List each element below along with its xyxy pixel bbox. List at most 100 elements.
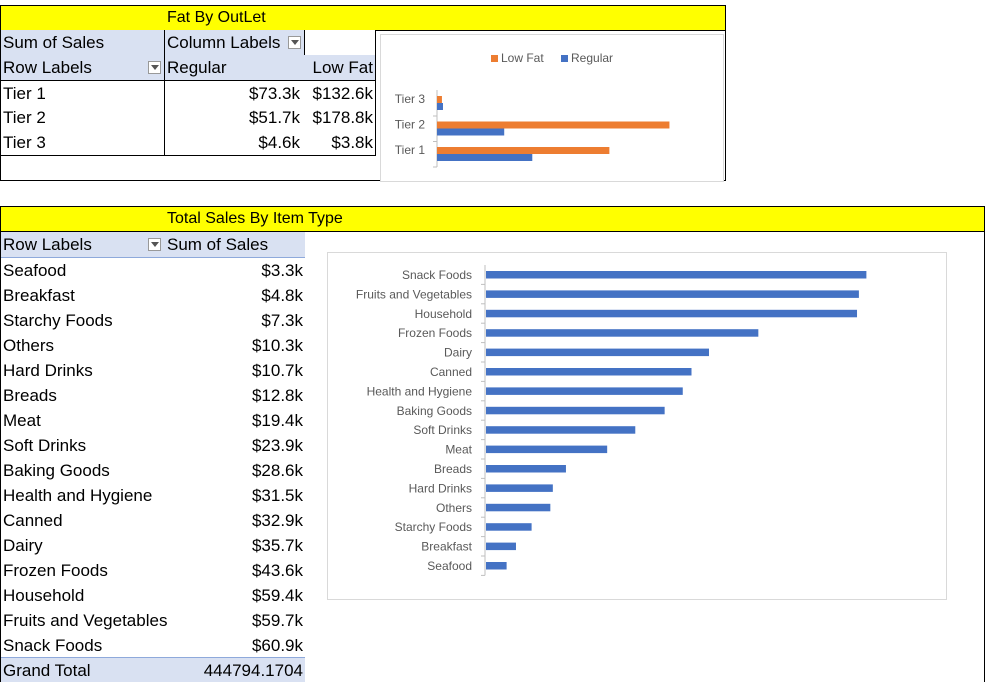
column-labels-filter-dropdown[interactable] — [288, 36, 301, 49]
chart2-bar-dairy — [486, 348, 709, 357]
sales-by-item-type-chart-svg: Snack Foods Fruits and Vegetables Househol… — [356, 265, 867, 576]
chart1-tick-tier-1: Tier 1 — [395, 143, 426, 157]
regular-col-header: Regular — [165, 55, 244, 80]
chart2-tick-baking-goods: Baking Goods — [397, 404, 472, 418]
chart1-bar-tier-2-regular — [437, 128, 505, 136]
chart2-tick-starchy-foods: Starchy Foods — [395, 520, 472, 534]
item-row-label-baking-goods: Baking Goods — [3, 461, 110, 480]
chart2-tick-health-and-hygiene: Health and Hygiene — [367, 384, 473, 398]
tier-2-low-fat: $178.8k — [312, 108, 374, 127]
row-labels-filter-dropdown[interactable] — [148, 61, 161, 74]
item-row-label-meat: Meat — [3, 411, 41, 430]
item-row-label-household: Household — [3, 586, 85, 605]
item-row-value-others: $10.3k — [251, 336, 303, 355]
item-row-value-meat: $19.4k — [251, 411, 303, 430]
fat-by-tier-chart[interactable]: Low Fat Regular Tier 3 Tier 2 Tier 1 — [380, 34, 724, 182]
fat-pivot-table: Sum of Sales Column Labels Row Labels Re… — [1, 30, 376, 180]
chart2-tick-canned: Canned — [430, 365, 472, 379]
chart2-tick-household: Household — [415, 307, 472, 321]
item-row-value-starchy-foods: $7.3k — [261, 311, 303, 330]
grand-total-value: 444794.1704 — [165, 657, 305, 682]
tier-1-regular: $73.3k — [248, 84, 300, 103]
sum-of-sales-header: Sum of Sales — [165, 232, 305, 257]
fat-panel-title-bar: Fat By OutLet — [1, 6, 725, 31]
column-labels-text: Column Labels — [167, 33, 281, 52]
chart2-tick-breakfast: Breakfast — [421, 540, 472, 554]
chart2-bar-hard-drinks — [486, 484, 553, 492]
fat-by-outlet-panel: Fat By OutLet Sum of Sales Column Labels… — [0, 5, 726, 182]
item-row-value-snack-foods: $60.9k — [251, 636, 303, 655]
tier-1-low-fat: $132.6k — [312, 84, 374, 103]
item-row-value-breads: $12.8k — [251, 386, 303, 405]
item-row-labels-text: Row Labels — [3, 235, 92, 254]
column-labels-header: Column Labels — [165, 30, 304, 55]
item-pivot-table: Row Labels Sum of Sales Grand Total 4447… — [1, 232, 305, 683]
item-row-labels-header: Row Labels — [1, 232, 165, 257]
chart2-bar-snack-foods — [486, 271, 867, 279]
chart2-tick-meat: Meat — [445, 443, 472, 457]
tier-3-low-fat: $3.8k — [331, 133, 373, 152]
fat-panel-title: Fat By OutLet — [167, 9, 266, 26]
item-row-label-health-and-hygiene: Health and Hygiene — [3, 486, 153, 505]
chart2-tick-fruits-and-vegetables: Fruits and Vegetables — [356, 287, 472, 301]
chart2-tick-seafood: Seafood — [427, 559, 472, 573]
chart2-bar-frozen-foods — [486, 329, 759, 337]
chart2-bar-fruits-and-vegetables — [486, 290, 859, 298]
chart2-bar-others — [486, 503, 551, 512]
grand-total-label: Grand Total — [1, 657, 165, 682]
chart2-bar-seafood — [486, 562, 507, 570]
item-row-label-breakfast: Breakfast — [3, 286, 75, 305]
item-row-value-seafood: $3.3k — [261, 261, 303, 280]
legend-label-low-fat: Low Fat — [501, 51, 544, 65]
item-row-value-soft-drinks: $23.9k — [251, 436, 303, 455]
chart2-bar-household — [486, 309, 858, 318]
item-row-label-soft-drinks: Soft Drinks — [3, 436, 87, 455]
item-row-value-health-and-hygiene: $31.5k — [251, 486, 303, 505]
item-row-label-breads: Breads — [3, 386, 57, 405]
chart2-bar-meat — [486, 445, 608, 454]
fat-by-tier-chart-svg: Low Fat Regular Tier 3 Tier 2 Tier 1 — [395, 51, 670, 168]
item-row-value-frozen-foods: $43.6k — [251, 561, 303, 580]
tier-3-regular: $4.6k — [258, 133, 300, 152]
chart2-bar-baking-goods — [486, 406, 665, 415]
chart1-tick-tier-3: Tier 3 — [395, 92, 426, 106]
legend-swatch-regular — [561, 55, 568, 62]
item-row-value-fruits-and-vegetables: $59.7k — [251, 611, 303, 630]
item-row-value-baking-goods: $28.6k — [251, 461, 303, 480]
chart1-tick-tier-2: Tier 2 — [395, 118, 426, 132]
item-row-label-starchy-foods: Starchy Foods — [3, 311, 113, 330]
chart2-tick-others: Others — [436, 501, 472, 515]
tier-1-label: Tier 1 — [3, 84, 46, 103]
item-row-label-frozen-foods: Frozen Foods — [3, 561, 108, 580]
sales-by-item-type-panel: Total Sales By Item Type Row Labels Sum … — [0, 206, 985, 682]
chart2-tick-breads: Breads — [434, 462, 472, 476]
tier-2-label: Tier 2 — [3, 108, 46, 127]
legend-swatch-low-fat — [491, 55, 498, 62]
item-row-value-household: $59.4k — [251, 586, 303, 605]
item-row-value-hard-drinks: $10.7k — [251, 361, 303, 380]
chart1-bar-tier-3-low-fat — [437, 96, 442, 103]
tier-3-label: Tier 3 — [3, 133, 46, 152]
item-panel-title: Total Sales By Item Type — [167, 210, 343, 227]
chart2-bar-starchy-foods — [486, 523, 532, 531]
low-fat-col-header: Low Fat — [244, 55, 375, 80]
item-row-value-canned: $32.9k — [251, 511, 303, 530]
chart1-bar-tier-2-low-fat — [437, 121, 670, 129]
chart2-bar-canned — [486, 368, 692, 376]
chart2-bar-health-and-hygiene — [486, 387, 683, 395]
chart2-bar-breakfast — [486, 542, 516, 551]
chart2-tick-hard-drinks: Hard Drinks — [409, 481, 472, 495]
tier-2-regular: $51.7k — [248, 108, 300, 127]
item-row-label-snack-foods: Snack Foods — [3, 636, 103, 655]
chart2-tick-frozen-foods: Frozen Foods — [398, 326, 472, 340]
item-row-label-others: Others — [3, 336, 55, 355]
legend-label-regular: Regular — [571, 51, 613, 65]
item-row-label-hard-drinks: Hard Drinks — [3, 361, 93, 380]
chart1-bar-tier-1-low-fat — [437, 147, 610, 154]
row-labels-header: Row Labels — [1, 55, 164, 80]
item-row-labels-sort-dropdown[interactable] — [148, 238, 161, 251]
sum-of-sales-label: Sum of Sales — [1, 30, 164, 55]
item-row-label-fruits-and-vegetables: Fruits and Vegetables — [3, 611, 168, 630]
sales-by-item-type-chart[interactable]: Snack Foods Fruits and Vegetables Househol… — [327, 252, 947, 600]
item-row-value-dairy: $35.7k — [251, 536, 303, 555]
